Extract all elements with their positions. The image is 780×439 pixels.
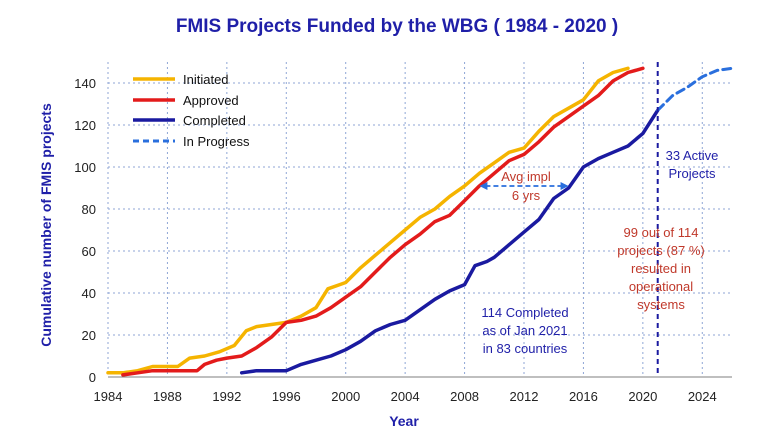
completed-note-line1: 114 Completed [481, 305, 568, 320]
operational-line1: 99 out of 114 [624, 225, 699, 240]
y-tick-label: 0 [89, 370, 96, 385]
active-line1: 33 Active [666, 148, 719, 163]
series-line-initiated [106, 66, 630, 375]
x-tick-label: 2016 [569, 389, 598, 404]
operational-line4: operational [629, 279, 693, 294]
annotation-avg-impl: Avg impl 6 yrs [479, 169, 569, 203]
avg-arrow-head-right [560, 182, 569, 190]
y-tick-label: 80 [82, 202, 96, 217]
avg-impl-arrow [479, 182, 569, 190]
operational-line2: projects (87 %) [617, 243, 704, 258]
operational-line5: systems [637, 297, 685, 312]
x-tick-label: 2024 [688, 389, 717, 404]
x-tick-label: 1984 [94, 389, 123, 404]
y-tick-label: 140 [74, 76, 96, 91]
legend: Initiated Approved Completed In Progress [133, 72, 250, 149]
x-tick-label: 2020 [628, 389, 657, 404]
y-tick-label: 100 [74, 160, 96, 175]
avg-impl-line1: Avg impl [501, 169, 551, 184]
x-tick-label: 1992 [212, 389, 241, 404]
x-tick-label: 1988 [153, 389, 182, 404]
annotation-operational: 99 out of 114 projects (87 %) resulted i… [617, 225, 704, 312]
operational-line3: resulted in [631, 261, 691, 276]
x-tick-label: 2012 [510, 389, 539, 404]
active-line2: Projects [669, 166, 716, 181]
y-tick-label: 40 [82, 286, 96, 301]
legend-label-completed: Completed [183, 113, 246, 128]
x-tick-label: 2000 [331, 389, 360, 404]
annotation-completed: 114 Completed as of Jan 2021 in 83 count… [481, 305, 568, 356]
x-tick-label: 1996 [272, 389, 301, 404]
series-line-completed [239, 108, 660, 375]
legend-label-initiated: Initiated [183, 72, 229, 87]
grid-lines [107, 62, 732, 378]
completed-note-line2: as of Jan 2021 [482, 323, 567, 338]
legend-label-approved: Approved [183, 93, 239, 108]
avg-arrow-head-left [479, 182, 488, 190]
annotation-active-projects: 33 Active Projects [666, 148, 719, 181]
y-tick-label: 120 [74, 118, 96, 133]
legend-label-in-progress: In Progress [183, 134, 250, 149]
avg-impl-line2: 6 yrs [512, 188, 541, 203]
x-tick-labels: 1984 1988 1992 1996 2000 2004 2008 2012 2016 2020… [94, 389, 717, 404]
y-tick-label: 60 [82, 244, 96, 259]
x-tick-label: 2004 [391, 389, 420, 404]
x-tick-label: 2008 [450, 389, 479, 404]
y-tick-labels: 0 20 40 60 80 100 120 140 [74, 76, 96, 385]
chart-title: FMIS Projects Funded by the WBG ( 1984 -… [176, 16, 618, 37]
series-line-in-progress [656, 66, 734, 112]
series-line-approved [121, 66, 645, 377]
series-lines [106, 66, 734, 377]
completed-note-line3: in 83 countries [483, 341, 568, 356]
x-axis-label: Year [389, 413, 419, 429]
y-axis-label: Cumulative number of FMIS projects [38, 103, 54, 347]
y-tick-label: 20 [82, 328, 96, 343]
